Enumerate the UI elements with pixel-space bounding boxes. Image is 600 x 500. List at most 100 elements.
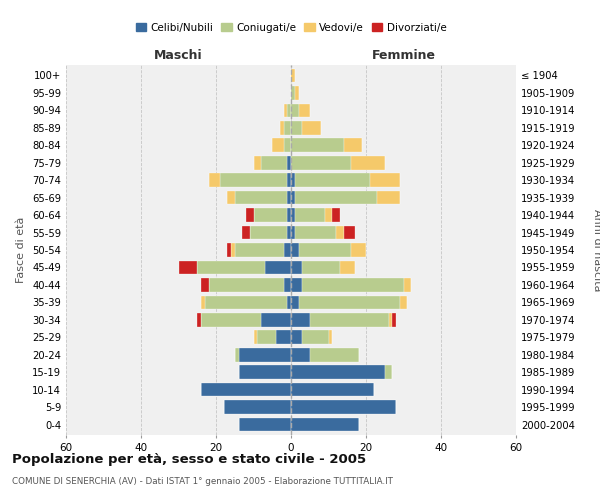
Bar <box>299 243 351 257</box>
Bar <box>261 156 287 170</box>
Bar <box>385 366 392 379</box>
Bar <box>295 86 299 100</box>
Bar <box>201 383 291 396</box>
Bar <box>239 418 291 432</box>
Bar <box>340 260 355 274</box>
Bar <box>209 174 220 187</box>
Bar <box>197 260 265 274</box>
Legend: Celibi/Nubili, Coniugati/e, Vedovi/e, Divorziati/e: Celibi/Nubili, Coniugati/e, Vedovi/e, Di… <box>131 18 451 36</box>
Bar <box>291 86 295 100</box>
Bar <box>287 226 291 239</box>
Bar <box>265 260 291 274</box>
Bar <box>310 348 359 362</box>
Bar <box>235 348 239 362</box>
Bar <box>287 296 291 309</box>
Bar <box>254 330 257 344</box>
Bar <box>284 104 287 117</box>
Bar <box>291 156 351 170</box>
Bar <box>284 138 291 152</box>
Bar <box>392 313 396 326</box>
Bar <box>291 313 310 326</box>
Bar <box>329 330 332 344</box>
Bar <box>235 191 287 204</box>
Bar <box>310 313 389 326</box>
Bar <box>291 330 302 344</box>
Bar <box>295 174 370 187</box>
Text: Popolazione per età, sesso e stato civile - 2005: Popolazione per età, sesso e stato civil… <box>12 452 366 466</box>
Bar <box>336 226 343 239</box>
Bar <box>295 191 377 204</box>
Bar <box>287 174 291 187</box>
Bar <box>295 226 336 239</box>
Bar <box>295 208 325 222</box>
Bar <box>291 208 295 222</box>
Bar <box>291 400 396 414</box>
Bar <box>291 278 302 291</box>
Bar <box>325 208 332 222</box>
Bar <box>246 208 254 222</box>
Bar <box>291 226 295 239</box>
Bar <box>250 226 287 239</box>
Bar <box>291 174 295 187</box>
Bar <box>291 260 302 274</box>
Bar <box>400 296 407 309</box>
Bar <box>201 278 209 291</box>
Bar <box>220 174 287 187</box>
Bar <box>302 121 321 134</box>
Text: Maschi: Maschi <box>154 50 203 62</box>
Bar <box>201 313 261 326</box>
Bar <box>291 68 295 82</box>
Bar <box>201 296 205 309</box>
Bar <box>287 104 291 117</box>
Bar <box>377 191 400 204</box>
Bar <box>284 243 291 257</box>
Bar <box>235 243 284 257</box>
Bar <box>280 121 284 134</box>
Bar <box>291 296 299 309</box>
Y-axis label: Fasce di età: Fasce di età <box>16 217 26 283</box>
Bar <box>291 383 373 396</box>
Bar <box>302 278 404 291</box>
Bar <box>389 313 392 326</box>
Bar <box>291 191 295 204</box>
Bar <box>287 156 291 170</box>
Bar <box>197 313 201 326</box>
Bar <box>302 330 329 344</box>
Bar <box>404 278 411 291</box>
Bar <box>209 278 284 291</box>
Bar <box>343 138 362 152</box>
Bar <box>272 138 284 152</box>
Bar <box>299 296 400 309</box>
Bar <box>254 156 261 170</box>
Bar <box>239 366 291 379</box>
Bar <box>351 243 366 257</box>
Bar <box>231 243 235 257</box>
Bar <box>291 138 343 152</box>
Text: COMUNE DI SENERCHIA (AV) - Dati ISTAT 1° gennaio 2005 - Elaborazione TUTTITALIA.: COMUNE DI SENERCHIA (AV) - Dati ISTAT 1°… <box>12 478 393 486</box>
Bar <box>242 226 250 239</box>
Bar <box>284 121 291 134</box>
Bar <box>276 330 291 344</box>
Bar <box>370 174 400 187</box>
Bar <box>343 226 355 239</box>
Bar <box>257 330 276 344</box>
Bar <box>351 156 385 170</box>
Bar <box>205 296 287 309</box>
Y-axis label: Anni di nascita: Anni di nascita <box>592 209 600 291</box>
Bar <box>227 243 231 257</box>
Bar <box>291 418 359 432</box>
Bar <box>291 243 299 257</box>
Bar <box>239 348 291 362</box>
Bar <box>223 400 291 414</box>
Text: Femmine: Femmine <box>371 50 436 62</box>
Bar <box>261 313 291 326</box>
Bar <box>291 104 299 117</box>
Bar <box>227 191 235 204</box>
Bar <box>254 208 287 222</box>
Bar <box>291 366 385 379</box>
Bar <box>291 348 310 362</box>
Bar <box>302 260 340 274</box>
Bar <box>291 121 302 134</box>
Bar <box>284 278 291 291</box>
Bar <box>179 260 197 274</box>
